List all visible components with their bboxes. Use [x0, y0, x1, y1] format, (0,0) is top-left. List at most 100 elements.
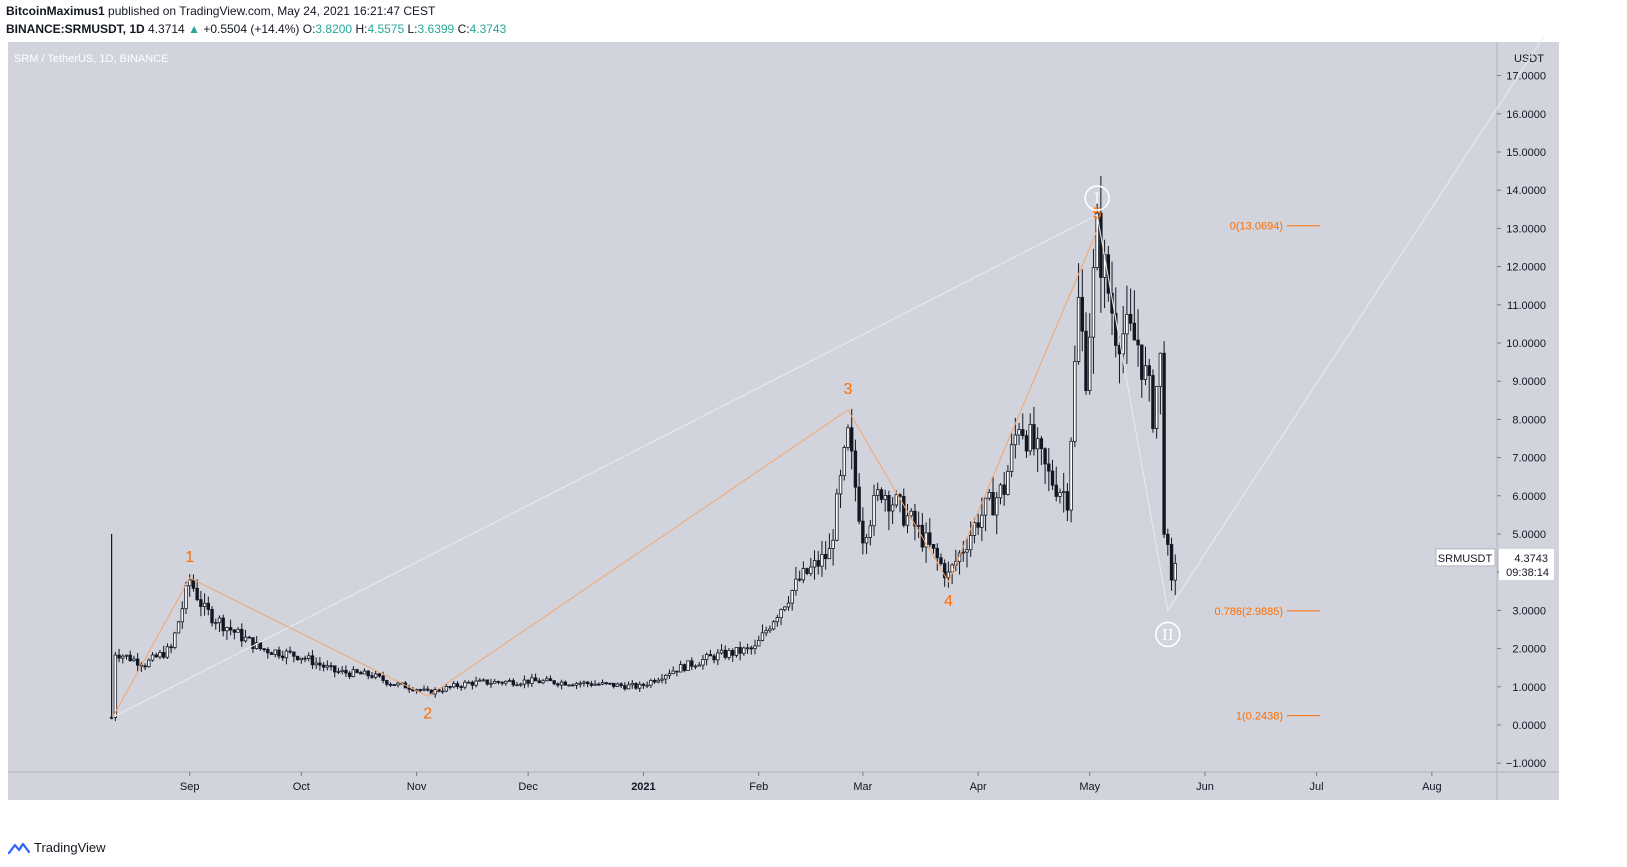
candle — [626, 681, 631, 690]
candle — [366, 670, 370, 680]
tradingview-logo[interactable]: TradingView — [8, 840, 106, 855]
candle — [816, 550, 820, 575]
candle-body — [797, 578, 802, 581]
low-label: L: — [407, 22, 418, 36]
candle-body — [158, 652, 162, 658]
candle-body — [1154, 386, 1159, 429]
candle-body — [351, 669, 356, 677]
candle — [578, 680, 582, 688]
candle — [794, 566, 798, 596]
candle-body — [240, 628, 244, 642]
candle-body — [210, 609, 214, 624]
candle-body — [266, 649, 270, 654]
candle — [515, 681, 519, 687]
candle-body — [362, 670, 367, 675]
candle-body — [998, 484, 1003, 499]
y-tick-label: 13.0000 — [1506, 223, 1546, 235]
candle — [1032, 406, 1036, 456]
candle — [511, 678, 515, 688]
candle — [1054, 466, 1058, 502]
candle — [890, 496, 895, 525]
candle-body — [734, 647, 739, 656]
up-arrow-icon: ▲ — [188, 22, 200, 36]
candle-body — [574, 683, 579, 686]
candle — [1088, 313, 1092, 395]
candle — [823, 541, 828, 570]
candle-body — [481, 679, 486, 682]
candle — [656, 677, 661, 684]
candle-body — [913, 510, 917, 527]
candle — [641, 682, 646, 689]
candle-body — [385, 680, 389, 685]
candle — [273, 649, 277, 658]
candle — [745, 643, 750, 654]
candle-body — [154, 654, 158, 658]
candle — [764, 626, 768, 637]
candle-body — [347, 672, 352, 677]
candle-body — [277, 649, 281, 657]
wave-label-3: 3 — [844, 381, 853, 398]
candle-body — [719, 649, 724, 654]
candle — [340, 666, 344, 675]
candle — [589, 680, 594, 688]
author-name[interactable]: BitcoinMaximus1 — [6, 4, 105, 18]
candle — [1061, 472, 1066, 513]
candle — [210, 606, 214, 627]
candle-body — [459, 686, 463, 689]
candle — [247, 635, 251, 639]
candle-body — [396, 682, 400, 686]
candle — [269, 651, 274, 655]
candle-body — [1039, 438, 1044, 450]
candle — [786, 596, 791, 611]
candle — [325, 660, 330, 671]
candle-body — [790, 590, 794, 604]
candle-body — [757, 639, 761, 647]
candle-body — [258, 642, 263, 650]
candle — [853, 439, 858, 502]
candle — [902, 488, 906, 528]
candle — [1043, 447, 1047, 484]
candle-body — [924, 532, 928, 548]
fib-label: 1(0.2438) — [1236, 711, 1283, 723]
candle-body — [835, 493, 839, 541]
candle-body — [667, 673, 672, 676]
candle-body — [254, 642, 259, 649]
candle — [775, 614, 780, 627]
candle-body — [217, 617, 222, 624]
candle-body — [816, 560, 820, 567]
candle-body — [976, 522, 980, 528]
candle-body — [504, 680, 508, 684]
candle-body — [571, 684, 575, 687]
y-tick-label: 11.0000 — [1507, 300, 1546, 312]
candle — [303, 655, 307, 663]
candle-body — [284, 650, 289, 659]
candle-body — [530, 677, 534, 684]
candle — [608, 682, 612, 686]
major-wave-label-II: II — [1155, 621, 1181, 648]
candle — [426, 686, 430, 692]
candle — [135, 652, 140, 672]
candle-body — [660, 678, 664, 681]
y-tick-label: 17.0000 — [1506, 71, 1546, 83]
candle — [630, 679, 634, 689]
candle-body — [864, 537, 869, 544]
candle-body — [812, 560, 817, 568]
candle-body — [515, 684, 519, 687]
candle-body — [883, 495, 887, 500]
candle-body — [641, 683, 646, 686]
candle — [861, 507, 865, 555]
candle-body — [946, 571, 951, 579]
candle — [942, 559, 947, 587]
candle-body — [1121, 333, 1125, 355]
candle — [299, 657, 303, 664]
candle-body — [507, 680, 512, 682]
candle-body — [1095, 212, 1099, 269]
candle — [217, 615, 222, 633]
candle — [864, 533, 869, 555]
y-tick-label: 9.0000 — [1512, 376, 1546, 388]
candle-body — [582, 681, 586, 684]
candle-body — [995, 497, 999, 516]
fib-level: 0.786(2.9885) — [1215, 606, 1320, 618]
x-tick-label: Aug — [1422, 781, 1442, 793]
